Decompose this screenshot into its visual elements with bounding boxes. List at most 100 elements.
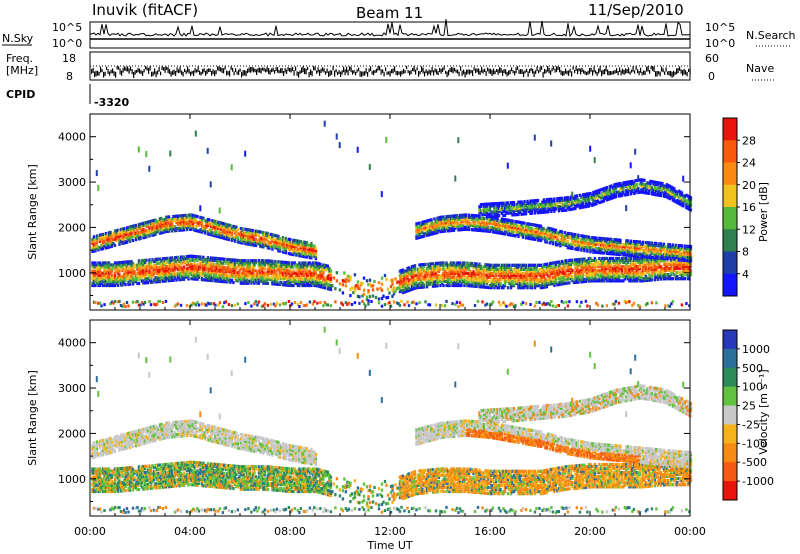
power-cell: [170, 268, 174, 272]
power-cell: [181, 255, 184, 259]
power-cell: [137, 146, 140, 153]
power-cell: [235, 225, 238, 229]
power-cell: [244, 235, 247, 240]
power-cell: [262, 279, 265, 283]
power-cell: [274, 278, 277, 282]
power-cell: [253, 302, 256, 306]
power-cell: [128, 231, 132, 235]
power-cell: [230, 164, 233, 171]
power-cell: [170, 225, 174, 229]
power-cell: [238, 240, 241, 244]
freq-mark: [328, 71, 330, 77]
power-cell: [266, 242, 270, 246]
power-cell: [176, 226, 180, 230]
power-cell: [136, 275, 139, 279]
power-cell: [274, 264, 277, 268]
power-cell: [98, 283, 102, 288]
power-cell: [158, 273, 162, 277]
power-cell: [251, 233, 255, 237]
power-cell: [215, 273, 219, 277]
power-cell: [215, 232, 219, 236]
power-cell: [158, 221, 162, 225]
power-cell: [178, 228, 181, 232]
power-cell: [259, 275, 262, 279]
power-cell: [107, 271, 111, 275]
power-cell: [106, 233, 109, 237]
power-cell: [148, 270, 151, 274]
freq-mark: [248, 67, 250, 73]
power-cell: [166, 277, 169, 281]
power-cell: [91, 269, 94, 273]
power-cell: [260, 275, 264, 279]
power-cell: [259, 242, 262, 246]
power-cell: [91, 281, 94, 285]
power-cell: [350, 303, 354, 306]
power-cell: [109, 232, 112, 236]
power-cell: [269, 275, 273, 280]
power-cell: [155, 226, 159, 230]
power-cell: [226, 274, 229, 278]
freq-mark: [653, 66, 655, 73]
freq-mark: [323, 68, 325, 73]
power-cell: [167, 275, 171, 279]
power-cell: [119, 240, 123, 244]
power-cell: [127, 260, 130, 264]
power-cell: [269, 263, 273, 267]
power-cell: [118, 265, 121, 269]
power-cell: [140, 259, 144, 263]
power-cell: [224, 224, 228, 228]
power-cell: [368, 295, 372, 299]
power-cell: [209, 233, 213, 237]
power-cell: [275, 278, 279, 282]
freq-mark: [370, 66, 372, 72]
power-cell: [229, 268, 232, 272]
power-cell: [260, 261, 264, 265]
power-cell: [142, 279, 145, 283]
freq-mark: [109, 71, 111, 76]
power-cell: [200, 271, 204, 276]
power-cell: [223, 257, 226, 261]
power-cell: [406, 300, 409, 304]
power-cell: [221, 236, 225, 240]
power-cell: [142, 263, 145, 267]
power-cell: [275, 282, 279, 286]
power-cell: [149, 262, 153, 266]
power-cell: [230, 238, 234, 242]
power-cell: [181, 257, 184, 261]
power-cell: [512, 201, 516, 205]
beam-title: Beam 11: [356, 4, 423, 22]
power-cell: [158, 225, 162, 229]
power-cell: [137, 281, 141, 285]
power-cell: [227, 303, 231, 306]
power-cell: [173, 262, 177, 266]
power-cell: [110, 275, 114, 279]
freq-mark: [548, 67, 550, 74]
freq-mark: [176, 67, 178, 73]
power-cell: [197, 223, 201, 227]
power-cell: [251, 237, 255, 241]
power-cell: [217, 263, 220, 267]
power-cell: [257, 300, 261, 304]
power-cell: [391, 278, 394, 282]
power-cell: [241, 271, 244, 275]
power-cell: [100, 265, 103, 269]
power-cell: [245, 269, 249, 273]
power-cell: [197, 267, 201, 271]
power-cell: [179, 278, 183, 282]
power-cell: [131, 282, 135, 286]
power-cell: [380, 191, 383, 198]
power-cell: [175, 218, 178, 222]
power-cell: [106, 239, 109, 243]
freq-mark: [430, 70, 432, 76]
power-cell: [226, 225, 229, 229]
power-cell: [202, 268, 205, 272]
power-cell: [119, 304, 123, 307]
freq-mark: [610, 71, 612, 76]
power-cell: [97, 301, 100, 305]
power-cell: [185, 221, 189, 226]
power-cell: [214, 269, 217, 273]
freq-mark: [320, 68, 322, 74]
power-cell: [247, 273, 250, 277]
power-cell: [335, 279, 339, 283]
power-cell: [233, 270, 237, 274]
